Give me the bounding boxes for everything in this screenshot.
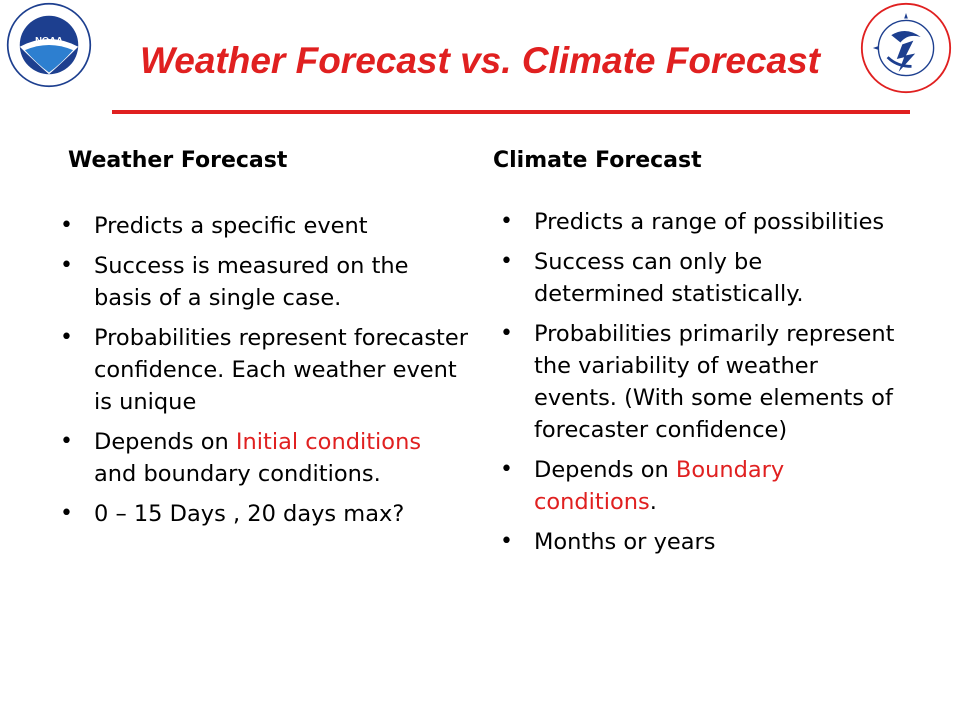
bullet-icon: • xyxy=(60,501,73,526)
bullet-text-post: . xyxy=(649,489,657,515)
bullet-icon: • xyxy=(500,209,513,234)
noaa-logo-icon: NOAA xyxy=(6,2,92,88)
list-item: • Success is measured on the basis of a … xyxy=(58,250,468,314)
bullet-text: Probabilities primarily represent the va… xyxy=(534,321,895,443)
page-title: Weather Forecast vs. Climate Forecast xyxy=(140,40,820,81)
list-item: • Success can only be determined statist… xyxy=(498,246,898,310)
climate-forecast-heading: Climate Forecast xyxy=(493,148,702,173)
bullet-text: 0 – 15 Days , 20 days max? xyxy=(94,501,405,527)
bullet-text-pre: Depends on xyxy=(534,457,676,483)
nws-logo-icon xyxy=(860,2,952,94)
bullet-icon: • xyxy=(500,321,513,346)
list-item: • Probabilities primarily represent the … xyxy=(498,318,898,446)
bullet-text-pre: Depends on xyxy=(94,429,236,455)
bullet-text: Predicts a range of possibilities xyxy=(534,209,885,235)
bullet-text: Probabilities represent forecaster confi… xyxy=(94,325,468,415)
bullet-text: Months or years xyxy=(534,529,716,555)
noaa-logo-text: NOAA xyxy=(35,35,63,46)
bullet-text: Predicts a specific event xyxy=(94,213,368,239)
bullet-icon: • xyxy=(500,457,513,482)
list-item: • 0 – 15 Days , 20 days max? xyxy=(58,498,468,530)
bullet-icon: • xyxy=(500,529,513,554)
weather-forecast-list: • Predicts a specific event • Success is… xyxy=(58,210,468,538)
bullet-text: Success is measured on the basis of a si… xyxy=(94,253,409,311)
bullet-text-post: and boundary conditions. xyxy=(94,461,381,487)
bullet-icon: • xyxy=(500,249,513,274)
list-item: • Predicts a range of possibilities xyxy=(498,206,898,238)
bullet-icon: • xyxy=(60,253,73,278)
bullet-text: Success can only be determined statistic… xyxy=(534,249,804,307)
list-item: • Probabilities represent forecaster con… xyxy=(58,322,468,418)
list-item: • Months or years xyxy=(498,526,898,558)
bullet-icon: • xyxy=(60,213,73,238)
bullet-icon: • xyxy=(60,429,73,454)
bullet-text-accent: Initial conditions xyxy=(235,429,422,455)
weather-forecast-heading: Weather Forecast xyxy=(68,148,288,173)
list-item: • Predicts a specific event xyxy=(58,210,468,242)
list-item: • Depends on Boundary conditions. xyxy=(498,454,898,518)
title-divider xyxy=(112,110,910,114)
list-item: • Depends on Initial conditions and boun… xyxy=(58,426,468,490)
climate-forecast-list: • Predicts a range of possibilities • Su… xyxy=(498,206,898,566)
bullet-icon: • xyxy=(60,325,73,350)
bullet-text-accent: Boundary conditions xyxy=(534,457,785,515)
